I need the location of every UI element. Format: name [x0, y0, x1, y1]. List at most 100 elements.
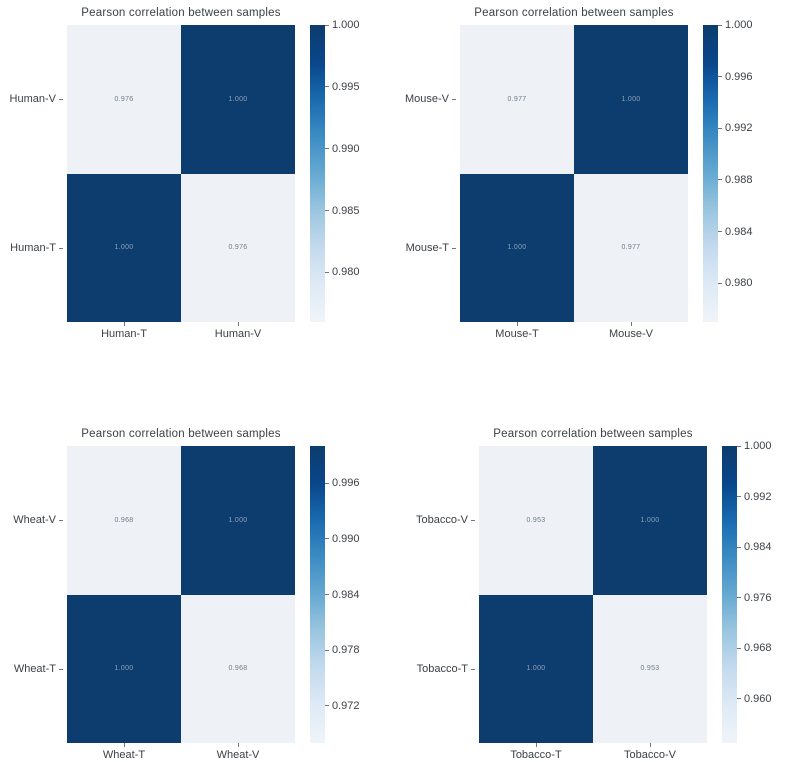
- chart-title: Pearson correlation between samples: [493, 428, 693, 440]
- x-tick-label: Wheat-V: [216, 749, 260, 761]
- heatmap-cell: 1.000: [593, 446, 707, 595]
- heatmap-cell: 1.000: [479, 594, 593, 743]
- colorbar-ticks: 0.996 0.990 0.984 0.978 0.972: [325, 446, 389, 743]
- cell-value: 1.000: [114, 244, 134, 252]
- y-tick-mark: [452, 98, 456, 100]
- y-tick-row-1: Tobacco-V: [393, 513, 475, 527]
- cell-value: 1.000: [228, 95, 248, 103]
- colorbar-tick-label: 0.988: [725, 173, 753, 186]
- colorbar-tick-mark: [737, 445, 741, 447]
- x-tick-label: Mouse-V: [608, 328, 654, 340]
- colorbar-tick-label: 0.968: [744, 642, 772, 655]
- x-tick-mark: [650, 743, 651, 747]
- colorbar-tick-label: 0.972: [332, 699, 360, 712]
- colorbar-tick-label: 1.000: [332, 19, 360, 31]
- heatmap-grid: 0.953 1.000 1.000 0.953: [479, 446, 707, 743]
- y-tick-mark: [59, 668, 63, 670]
- cell-value: 1.000: [507, 244, 527, 252]
- colorbar-tick-mark: [718, 76, 722, 78]
- y-tick-row-2: Human-T: [0, 241, 63, 255]
- chart-title: Pearson correlation between samples: [81, 7, 281, 19]
- colorbar-tick-mark: [718, 231, 722, 233]
- cell-value: 1.000: [228, 516, 248, 524]
- x-tick-mark: [631, 322, 632, 326]
- y-tick-row-1: Wheat-V: [0, 513, 63, 527]
- colorbar-tick-mark: [325, 705, 329, 707]
- colorbar-tick-mark: [325, 148, 329, 150]
- y-tick-label: Human-T: [10, 242, 56, 254]
- heatmap-cell: 0.977: [460, 25, 574, 174]
- colorbar-tick-mark: [718, 24, 722, 26]
- heatmap-cell: 1.000: [574, 25, 688, 174]
- colorbar-ticks: 1.000 0.995 0.990 0.985 0.980: [325, 19, 389, 322]
- y-tick-mark: [452, 247, 456, 249]
- x-tick-mark: [517, 322, 518, 326]
- heatmap-grid: 0.977 1.000 1.000 0.977: [460, 25, 688, 322]
- y-tick-mark: [59, 98, 63, 100]
- colorbar-tick-label: 0.992: [725, 122, 753, 135]
- y-tick-mark: [471, 519, 475, 521]
- chart-title: Pearson correlation between samples: [81, 428, 281, 440]
- colorbar-gradient: [310, 25, 325, 322]
- colorbar-tick-mark: [718, 282, 722, 284]
- y-tick-label: Human-V: [9, 93, 56, 105]
- colorbar-tick-mark: [325, 538, 329, 540]
- colorbar-tick-mark: [737, 647, 741, 649]
- heatmap-panel-mouse: Pearson correlation between samples Mous…: [393, 0, 785, 380]
- heatmap-cell: 1.000: [181, 25, 295, 174]
- chart-title: Pearson correlation between samples: [474, 7, 674, 19]
- cell-value: 0.953: [640, 665, 660, 673]
- colorbar-tick-label: 1.000: [744, 440, 772, 452]
- heatmap-cell: 0.953: [479, 446, 593, 595]
- heatmap-cell: 0.977: [574, 173, 688, 322]
- heatmap-cell: 0.968: [67, 446, 181, 595]
- y-tick-label: Mouse-V: [404, 93, 449, 105]
- y-tick-row-1: Mouse-V: [393, 92, 456, 106]
- colorbar-tick-label: 0.978: [332, 644, 360, 657]
- heatmap-cell: 1.000: [181, 446, 295, 595]
- x-tick-mark: [536, 743, 537, 747]
- x-tick-label: Mouse-T: [495, 328, 539, 340]
- colorbar-tick-mark: [737, 698, 741, 700]
- y-tick-label: Wheat-T: [13, 663, 56, 675]
- cell-value: 0.977: [621, 244, 641, 252]
- heatmap-cell: 0.953: [593, 594, 707, 743]
- cell-value: 0.968: [228, 665, 248, 673]
- heatmap-cell: 1.000: [67, 173, 181, 322]
- cell-value: 1.000: [114, 665, 134, 673]
- x-tick-label: Tobacco-T: [510, 749, 562, 761]
- y-tick-row-2: Tobacco-T: [393, 662, 475, 676]
- colorbar-tick-label: 0.980: [725, 277, 753, 290]
- cell-value: 0.976: [114, 95, 134, 103]
- y-tick-row-2: Wheat-T: [0, 662, 63, 676]
- colorbar-tick-label: 0.996: [332, 477, 360, 490]
- cell-value: 0.968: [114, 516, 134, 524]
- colorbar-tick-label: 0.990: [332, 532, 360, 545]
- heatmap-panel-wheat: Pearson correlation between samples Whea…: [0, 380, 392, 761]
- colorbar-tick-mark: [737, 546, 741, 548]
- colorbar-tick-mark: [325, 24, 329, 26]
- colorbar-tick-label: 0.984: [744, 541, 772, 554]
- cell-value: 1.000: [640, 516, 660, 524]
- colorbar-tick-mark: [325, 594, 329, 595]
- cell-value: 1.000: [621, 95, 641, 103]
- heatmap-panel-human: Pearson correlation between samples Huma…: [0, 0, 392, 380]
- colorbar-tick-label: 0.984: [332, 588, 360, 601]
- x-tick-mark: [124, 743, 125, 747]
- colorbar-tick-mark: [718, 179, 722, 181]
- y-tick-label: Mouse-T: [405, 242, 449, 254]
- y-tick-row-2: Mouse-T: [393, 241, 456, 255]
- heatmap-cell: 1.000: [460, 173, 574, 322]
- x-tick-mark: [124, 322, 125, 326]
- heatmap-cell: 0.968: [181, 594, 295, 743]
- colorbar-tick-mark: [325, 649, 329, 651]
- colorbar-gradient: [703, 25, 718, 322]
- y-tick-label: Tobacco-V: [416, 514, 468, 526]
- colorbar-tick-label: 0.996: [725, 70, 753, 83]
- colorbar-tick-label: 0.995: [332, 80, 360, 93]
- x-tick-label: Wheat-T: [102, 749, 146, 761]
- heatmap-grid: 0.976 1.000 1.000 0.976: [67, 25, 295, 322]
- colorbar-tick-mark: [325, 271, 329, 273]
- y-tick-label: Tobacco-T: [416, 663, 468, 675]
